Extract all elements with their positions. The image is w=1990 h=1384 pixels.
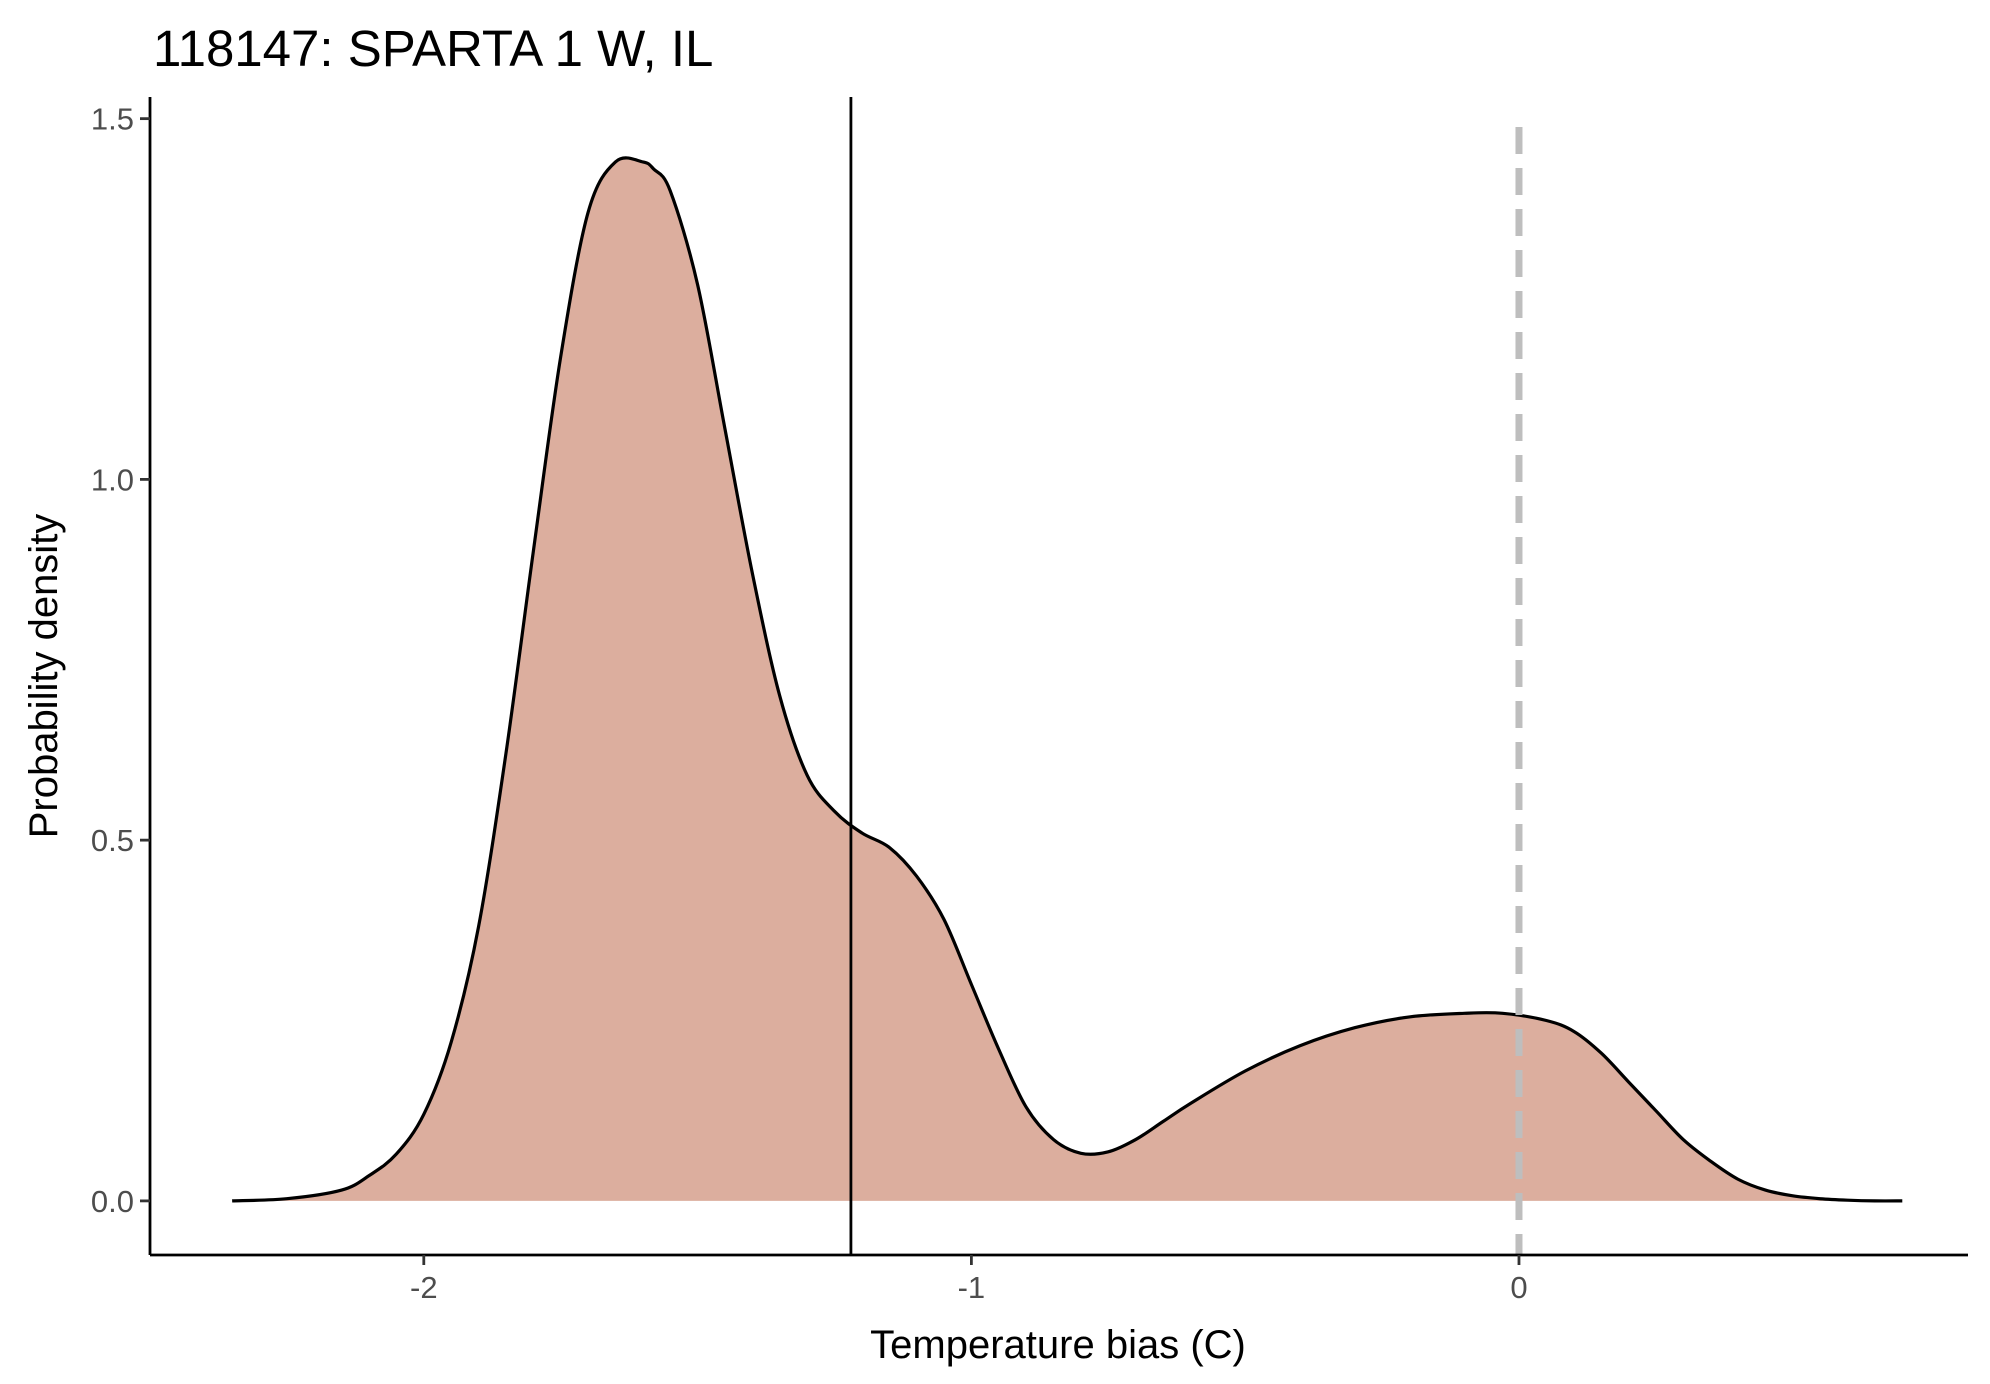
y-tick-label: 1.5 [91,102,134,137]
density-curve-line [232,156,1903,1203]
chart-title: 118147: SPARTA 1 W, IL [153,20,713,77]
x-tick-label: -2 [410,1270,438,1305]
plot-area [232,97,1903,1255]
y-axis-title: Probability density [22,514,66,839]
x-axis-ticks: -2 -1 0 [410,1255,1528,1305]
x-axis-title: Temperature bias (C) [870,1323,1246,1367]
density-area-fill [232,157,1903,1201]
y-tick-label: 0.5 [91,823,134,858]
y-tick-label: 1.0 [91,462,134,497]
x-tick-label: -1 [958,1270,986,1305]
y-tick-label: 0.0 [91,1184,134,1219]
y-axis-ticks: 0.0 0.5 1.0 1.5 [91,102,150,1219]
x-tick-label: 0 [1510,1270,1527,1305]
